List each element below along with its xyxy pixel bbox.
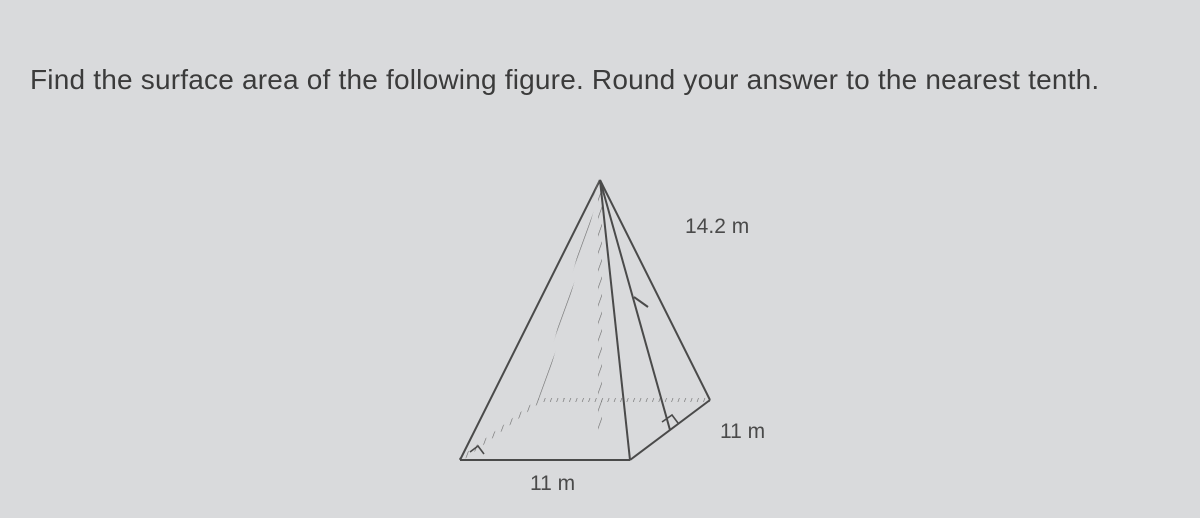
right-angle-marker-slant: [662, 415, 678, 423]
edge-apex-bl: [540, 180, 600, 400]
edge-apex-br: [600, 180, 710, 400]
label-right-base: 11 m: [720, 420, 765, 444]
edge-apex-fr: [600, 180, 630, 460]
pyramid-svg: [430, 170, 810, 510]
edge-apex-fl: [460, 180, 600, 460]
pyramid-figure: 11 m 11 m 14.2 m: [430, 170, 810, 510]
label-slant: 14.2 m: [685, 215, 749, 239]
question-text: Find the surface area of the following f…: [30, 58, 1170, 101]
slant-height: [600, 180, 670, 430]
label-front-base: 11 m: [530, 472, 575, 496]
